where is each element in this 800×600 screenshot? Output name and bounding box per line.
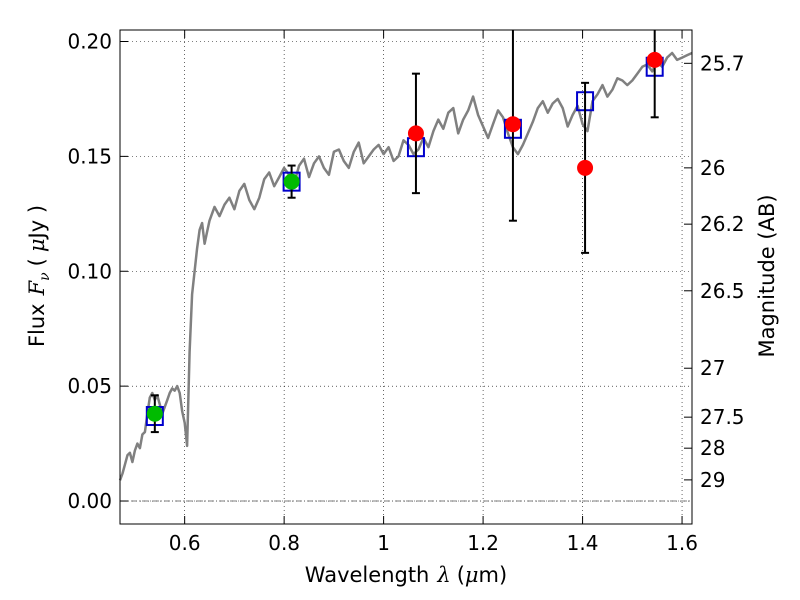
x-tick-label: 1.2 [467, 531, 499, 555]
magnitude-tick-label: 26.2 [700, 212, 745, 236]
y-axis-ticks: 0.00 0.05 0.10 0.15 0.20 [67, 29, 128, 513]
data-point [504, 116, 521, 133]
y-tick-label: 0.00 [67, 489, 112, 513]
y-tick-label: 0.20 [67, 29, 112, 53]
magnitude-tick-label: 26 [700, 156, 725, 180]
magnitude-tick-label: 26.5 [700, 279, 745, 303]
data-point [646, 51, 663, 68]
y-tick-label: 0.10 [67, 259, 112, 283]
plot-frame [119, 29, 693, 525]
magnitude-tick-label: 27.5 [700, 405, 745, 429]
grid [120, 30, 692, 524]
x-tick-label: 1 [377, 531, 390, 555]
x-axis-ticks: 0.6 0.8 1 1.2 1.4 1.6 [169, 30, 698, 555]
observed-points [146, 51, 663, 422]
data-point [146, 405, 163, 422]
x-tick-label: 0.8 [268, 531, 300, 555]
y-tick-label: 0.05 [67, 374, 112, 398]
magnitude-tick-label: 27 [700, 356, 725, 380]
magnitude-tick-label: 29 [700, 468, 725, 492]
y-axis-title: FluxFν(μJy ) [25, 205, 53, 347]
x-tick-label: 1.6 [666, 531, 698, 555]
x-tick-label: 1.4 [567, 531, 599, 555]
magnitude-tick-label: 28 [700, 436, 725, 460]
magnitude-axis-ticks: 25.7 26 26.2 26.5 27 27.5 28 29 [684, 51, 745, 492]
data-point [283, 173, 300, 190]
data-point [407, 125, 424, 142]
magnitude-axis-title: Magnitude (AB) [755, 194, 779, 357]
spectrum-line [118, 51, 693, 481]
x-axis-title: Wavelength λ (μm) [305, 563, 507, 587]
model-spectrum-series [118, 51, 693, 481]
data-point [577, 159, 594, 176]
x-tick-label: 0.6 [169, 531, 201, 555]
y-tick-label: 0.15 [67, 144, 112, 168]
magnitude-tick-label: 25.7 [700, 51, 745, 75]
